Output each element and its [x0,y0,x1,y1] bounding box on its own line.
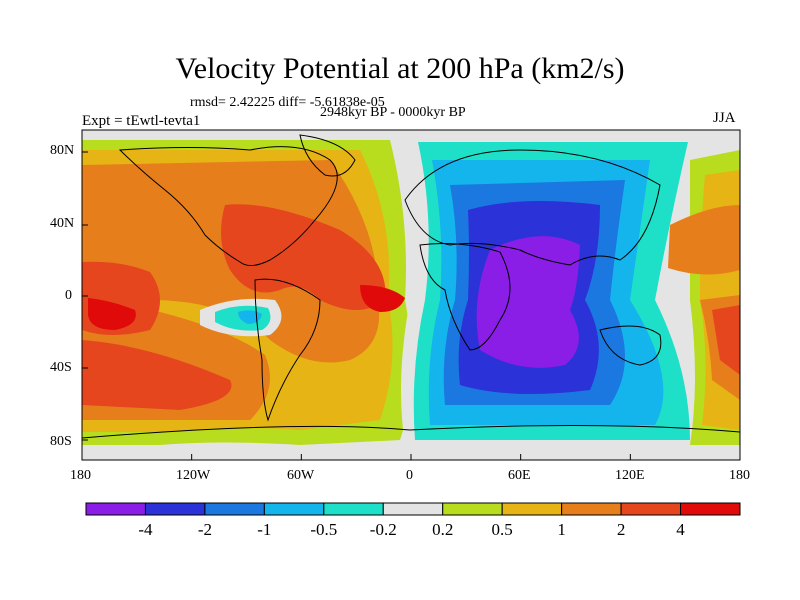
contour-region [88,298,136,330]
colorbar-swatch [501,502,563,516]
map-title: Velocity Potential at 200 hPa (km2/s) [175,52,625,85]
experiment-label: Expt = tEwtl-tevta1 [82,113,201,129]
colorbar-label: -2 [197,520,212,539]
colorbar-swatch [323,502,384,516]
coastline-greenland [299,134,356,177]
period-label: 2948kyr BP - 0000kyr BP [320,105,466,120]
contour-region [221,204,386,310]
contour-region [360,285,405,312]
coastline-eurasia [404,149,661,266]
contour-region [668,205,740,275]
colorbar-label: 4 [676,520,685,539]
lon-tick-60e: 60E [508,468,531,483]
season-label: JJA [713,110,736,126]
lat-tick-40s: 40S [50,360,72,375]
lat-tick-80n: 80N [50,143,75,158]
colorbar-swatch [561,502,622,516]
colorbar-label: -1 [257,520,272,539]
colorbar-swatch [144,502,206,516]
colorbar-label: 2 [616,520,626,539]
coastline-north-america [118,146,338,266]
coastline-south-america [254,278,321,422]
coastline-antarctica [82,424,740,439]
colorbar-label: 1 [557,520,566,539]
colorbar-swatch [85,502,146,516]
contour-region [476,236,580,368]
lon-tick-120e: 120E [615,468,645,483]
lon-tick-0: 0 [406,468,413,483]
colorbar-label: -4 [138,520,153,539]
colorbar-swatch [204,502,265,516]
lon-tick-180w: 180 [70,468,91,483]
lon-tick-60w: 60W [287,468,315,483]
stats-label: rmsd= 2.42225 diff= -5.61838e-05 [190,95,385,110]
lon-tick-120w: 120W [176,468,211,483]
colorbar-label: 0.5 [491,520,513,539]
colorbar-swatch [620,502,682,516]
contour-region [712,305,740,375]
lat-tick-40n: 40N [50,216,75,231]
lat-tick-0: 0 [65,288,72,303]
coastline-africa [419,243,511,351]
lon-tick-180e: 180 [729,468,750,483]
colorbar-swatch [382,502,444,516]
lat-tick-80s: 80S [50,434,72,449]
colorbar-swatch [680,502,741,516]
colorbar-label: -0.2 [369,520,397,539]
colorbar-swatch [442,502,503,516]
coastline-australia [599,325,662,366]
colorbar-swatch [263,502,325,516]
colorbar-label: 0.2 [432,520,454,539]
contour-region [82,340,232,410]
colorbar-label: -0.5 [310,520,338,539]
